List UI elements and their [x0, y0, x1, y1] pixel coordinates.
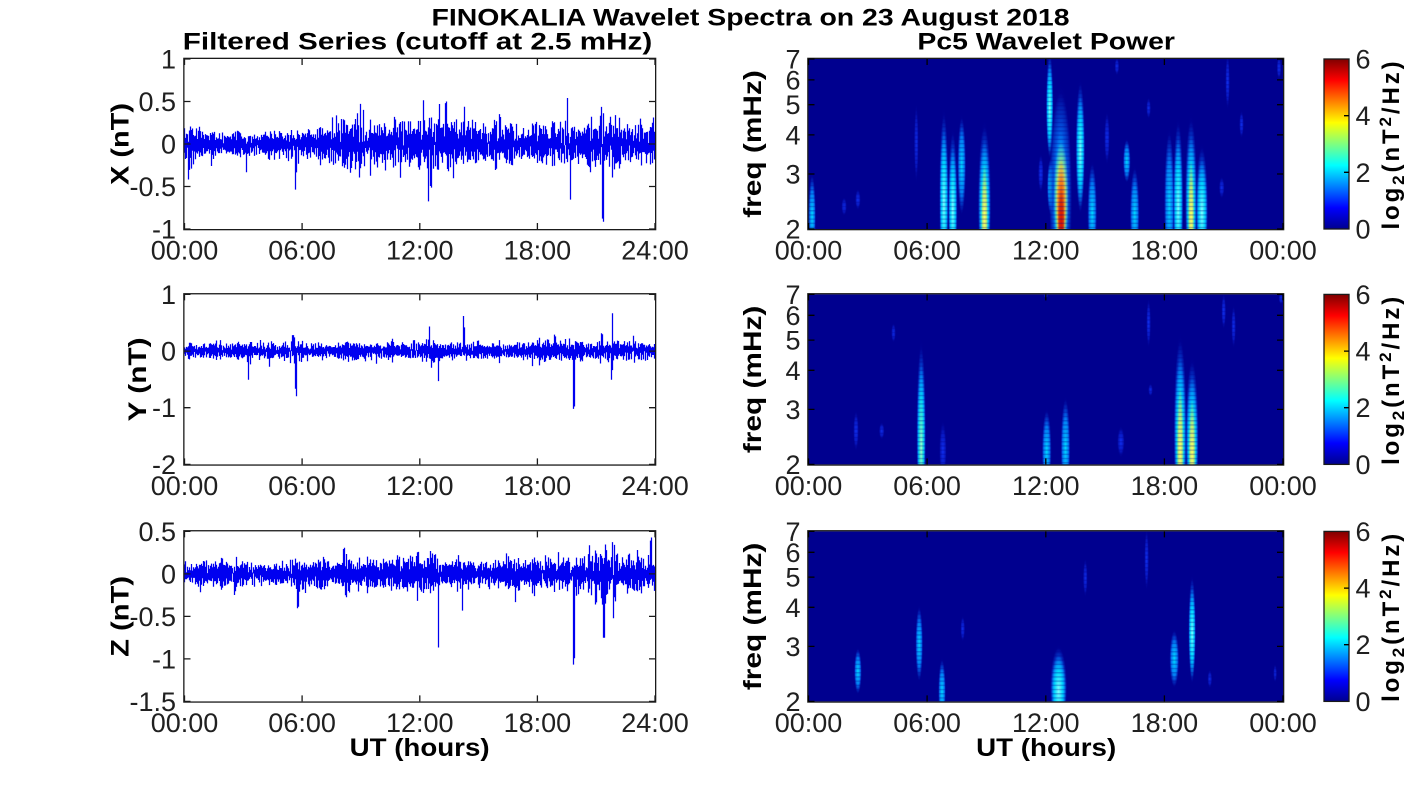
- svg-text:00:00: 00:00: [1249, 471, 1317, 501]
- svg-text:12:00: 12:00: [1012, 708, 1080, 738]
- svg-text:00:00: 00:00: [151, 708, 219, 738]
- svg-text:-0.5: -0.5: [129, 172, 176, 202]
- svg-text:5: 5: [785, 563, 800, 593]
- svg-text:2: 2: [1356, 393, 1371, 423]
- svg-text:2: 2: [785, 687, 800, 717]
- svg-text:Filtered Series (cutoff at 2.5: Filtered Series (cutoff at 2.5 mHz): [183, 28, 653, 55]
- svg-text:18:00: 18:00: [504, 708, 572, 738]
- svg-text:4: 4: [785, 593, 800, 623]
- svg-text:UT (hours): UT (hours): [976, 734, 1116, 762]
- svg-text:Z (nT): Z (nT): [107, 576, 135, 657]
- svg-text:7: 7: [785, 45, 800, 75]
- svg-text:6: 6: [785, 301, 800, 331]
- svg-text:18:00: 18:00: [1131, 471, 1199, 501]
- svg-text:0.5: 0.5: [138, 87, 176, 117]
- svg-text:4: 4: [1356, 574, 1371, 604]
- svg-text:Pc5 Wavelet Power: Pc5 Wavelet Power: [917, 28, 1175, 55]
- svg-text:-0.5: -0.5: [129, 602, 176, 632]
- svg-text:-1: -1: [152, 215, 176, 245]
- svg-text:3: 3: [785, 160, 800, 190]
- svg-text:00:00: 00:00: [151, 471, 219, 501]
- svg-text:00:00: 00:00: [1249, 236, 1317, 266]
- svg-text:0.5: 0.5: [138, 517, 176, 547]
- svg-text:freq (mHz): freq (mHz): [739, 70, 767, 218]
- svg-text:06:00: 06:00: [268, 471, 336, 501]
- svg-text:-1.5: -1.5: [129, 687, 176, 717]
- svg-text:24:00: 24:00: [621, 236, 689, 266]
- svg-text:2: 2: [785, 215, 800, 245]
- svg-text:06:00: 06:00: [893, 708, 961, 738]
- svg-text:0: 0: [161, 337, 176, 367]
- svg-text:2: 2: [1356, 630, 1371, 660]
- svg-text:1: 1: [161, 45, 176, 75]
- svg-text:24:00: 24:00: [621, 471, 689, 501]
- svg-text:freq (mHz): freq (mHz): [739, 543, 767, 691]
- svg-text:12:00: 12:00: [386, 708, 454, 738]
- svg-text:-1: -1: [152, 393, 176, 423]
- svg-text:2: 2: [1356, 158, 1371, 188]
- svg-text:18:00: 18:00: [504, 236, 572, 266]
- svg-text:1: 1: [161, 280, 176, 310]
- svg-text:log2(nT2/Hz): log2(nT2/Hz): [1376, 531, 1408, 702]
- svg-text:0: 0: [1356, 450, 1371, 480]
- svg-text:0: 0: [161, 130, 176, 160]
- svg-text:4: 4: [785, 120, 800, 150]
- svg-text:6: 6: [785, 65, 800, 95]
- svg-text:freq (mHz): freq (mHz): [739, 306, 767, 454]
- svg-text:6: 6: [1356, 517, 1371, 547]
- svg-text:00:00: 00:00: [151, 236, 219, 266]
- svg-text:12:00: 12:00: [1012, 236, 1080, 266]
- svg-text:6: 6: [1356, 45, 1371, 75]
- svg-text:7: 7: [785, 280, 800, 310]
- svg-text:0: 0: [1356, 215, 1371, 245]
- svg-text:3: 3: [785, 632, 800, 662]
- svg-text:5: 5: [785, 326, 800, 356]
- svg-text:12:00: 12:00: [386, 471, 454, 501]
- svg-text:00:00: 00:00: [775, 708, 843, 738]
- svg-text:5: 5: [785, 90, 800, 120]
- svg-text:0: 0: [161, 559, 176, 589]
- svg-text:06:00: 06:00: [893, 236, 961, 266]
- svg-text:-2: -2: [152, 450, 176, 480]
- svg-text:18:00: 18:00: [1131, 236, 1199, 266]
- svg-text:X (nT): X (nT): [107, 103, 135, 185]
- svg-text:4: 4: [785, 356, 800, 386]
- svg-text:06:00: 06:00: [893, 471, 961, 501]
- svg-text:log2(nT2/Hz): log2(nT2/Hz): [1376, 294, 1408, 465]
- svg-text:4: 4: [1356, 337, 1371, 367]
- svg-text:-1: -1: [152, 644, 176, 674]
- svg-text:Y (nT): Y (nT): [124, 337, 152, 421]
- svg-text:UT (hours): UT (hours): [350, 734, 490, 762]
- svg-text:24:00: 24:00: [621, 708, 689, 738]
- svg-text:FINOKALIA Wavelet Spectra on 2: FINOKALIA Wavelet Spectra on 23 August 2…: [432, 4, 1070, 31]
- svg-text:log2(nT2/Hz): log2(nT2/Hz): [1376, 58, 1408, 229]
- svg-text:00:00: 00:00: [1249, 708, 1317, 738]
- svg-text:06:00: 06:00: [268, 708, 336, 738]
- svg-text:3: 3: [785, 395, 800, 425]
- svg-text:6: 6: [785, 538, 800, 568]
- svg-text:00:00: 00:00: [775, 236, 843, 266]
- svg-text:18:00: 18:00: [504, 471, 572, 501]
- svg-text:0: 0: [1356, 687, 1371, 717]
- svg-text:6: 6: [1356, 280, 1371, 310]
- svg-text:00:00: 00:00: [775, 471, 843, 501]
- svg-text:06:00: 06:00: [268, 236, 336, 266]
- svg-text:18:00: 18:00: [1131, 708, 1199, 738]
- svg-text:12:00: 12:00: [1012, 471, 1080, 501]
- svg-text:12:00: 12:00: [386, 236, 454, 266]
- svg-text:2: 2: [785, 450, 800, 480]
- svg-text:7: 7: [785, 517, 800, 547]
- svg-text:4: 4: [1356, 101, 1371, 131]
